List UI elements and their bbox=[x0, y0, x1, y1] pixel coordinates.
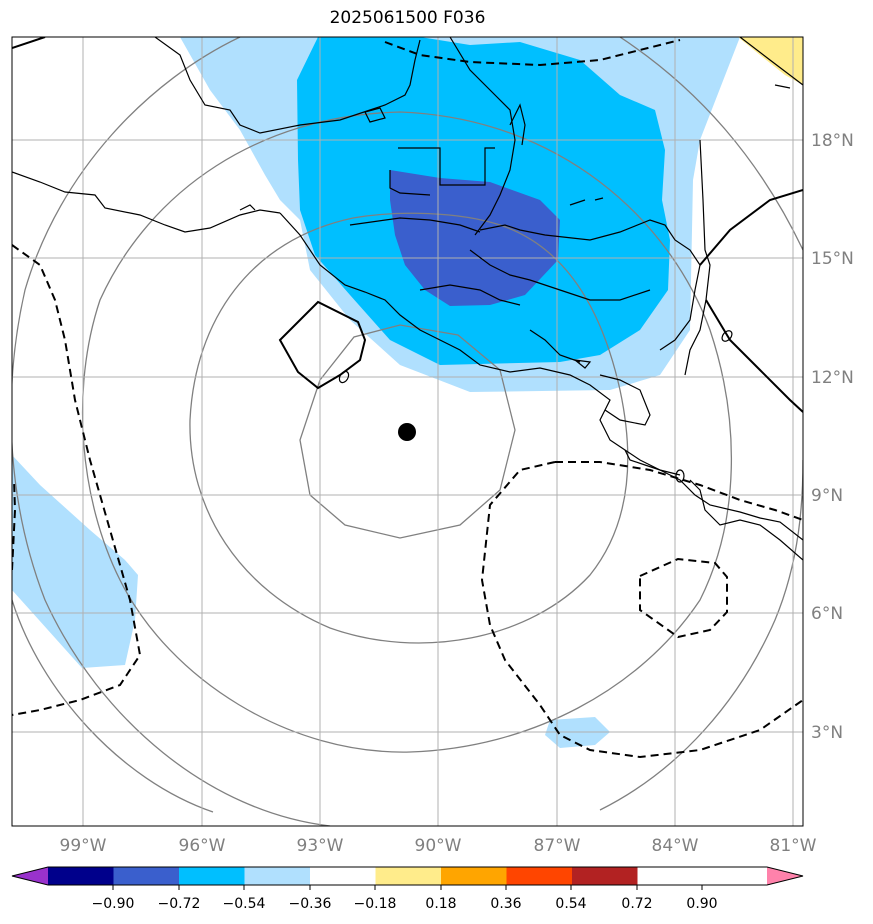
colorbar-segment bbox=[179, 867, 245, 885]
colorbar-label: −0.72 bbox=[158, 896, 201, 912]
colorbar-segment bbox=[310, 867, 376, 885]
lat-label: 18°N bbox=[811, 131, 854, 151]
lon-label: 81°W bbox=[770, 836, 817, 856]
map-title: 2025061500 F036 bbox=[329, 8, 486, 28]
map-frame bbox=[11, 36, 804, 827]
lon-label: 96°W bbox=[179, 836, 226, 856]
lat-label: 12°N bbox=[811, 368, 854, 388]
colorbar-segment bbox=[48, 867, 114, 885]
colorbar-label: 0.36 bbox=[490, 896, 521, 912]
lon-label: 90°W bbox=[415, 836, 462, 856]
colorbar-segment bbox=[441, 867, 507, 885]
lon-label: 93°W bbox=[297, 836, 344, 856]
colorbar: −0.90 −0.72 −0.54 −0.36 −0.18 0.18 0.36 … bbox=[11, 866, 804, 912]
gridlines bbox=[12, 37, 803, 826]
colorbar-segment bbox=[244, 867, 310, 885]
colorbar-label: 0.54 bbox=[555, 896, 586, 912]
colorbar-ticks bbox=[112, 885, 703, 890]
center-marker bbox=[398, 423, 416, 441]
lat-label: 15°N bbox=[811, 249, 854, 269]
colorbar-label: 0.72 bbox=[621, 896, 652, 912]
map-area bbox=[12, 37, 803, 826]
colorbar-segment bbox=[375, 867, 441, 885]
colorbar-label: −0.90 bbox=[92, 896, 135, 912]
colorbar-label: −0.36 bbox=[289, 896, 332, 912]
colorbar-outline bbox=[11, 866, 804, 886]
colorbar-segment bbox=[113, 867, 179, 885]
anomaly-fill-light-blue bbox=[12, 455, 138, 668]
latitude-labels: 18°N 15°N 12°N 9°N 6°N 3°N bbox=[811, 131, 854, 743]
lat-label: 3°N bbox=[811, 723, 843, 743]
anomaly-fill-royal-blue bbox=[390, 170, 560, 306]
colorbar-segment bbox=[12, 867, 48, 885]
colorbar-segment bbox=[506, 867, 572, 885]
lat-label: 9°N bbox=[811, 486, 843, 506]
contour-lines bbox=[12, 37, 803, 759]
longitude-labels: 99°W 96°W 93°W 90°W 87°W 84°W 81°W bbox=[60, 836, 817, 856]
lon-label: 99°W bbox=[60, 836, 107, 856]
distance-rings bbox=[12, 37, 803, 826]
colorbar-label: −0.54 bbox=[223, 896, 266, 912]
colorbar-segment bbox=[767, 867, 803, 885]
colorbar-label: 0.18 bbox=[425, 896, 456, 912]
coastlines bbox=[12, 37, 803, 561]
colorbar-segment bbox=[572, 867, 638, 885]
colorbar-label: −0.18 bbox=[354, 896, 397, 912]
colorbar-label: 0.90 bbox=[686, 896, 717, 912]
lon-label: 84°W bbox=[652, 836, 699, 856]
lon-label: 87°W bbox=[534, 836, 581, 856]
lat-label: 6°N bbox=[811, 604, 843, 624]
